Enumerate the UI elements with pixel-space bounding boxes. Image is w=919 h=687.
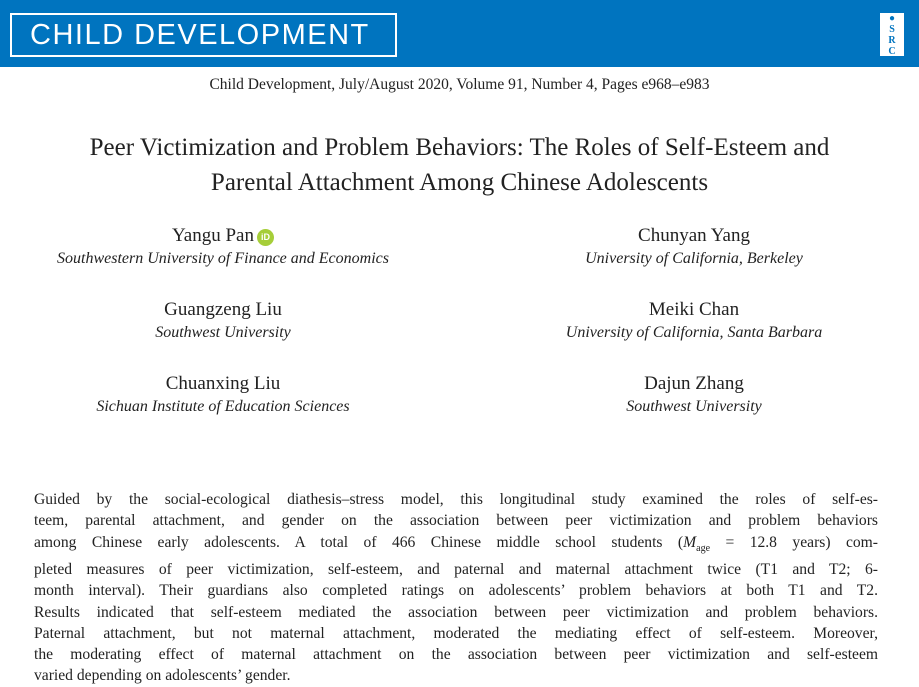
mean-subscript: age [696, 542, 711, 554]
author-name: Chuanxing Liu [165, 373, 281, 394]
author-name: Dajun Zhang [644, 373, 744, 394]
author-affiliation: Southwest University [626, 398, 762, 415]
author-name: Yangu Pan [171, 225, 254, 246]
author-affiliation: Sichuan Institute of Education Sciences [96, 398, 350, 415]
title-line-1: Peer Victimization and Problem Behaviors… [89, 134, 830, 161]
abstract-line: pleted measures of peer victimization, s… [34, 561, 878, 578]
abstract-line: among Chinese early adolescents. A total… [34, 532, 878, 559]
author-block: Guangzeng Liu Southwest University [0, 298, 453, 344]
abstract-text: = 12.8 years) com- [710, 533, 878, 551]
article-title: Peer Victimization and Problem Behaviors… [0, 130, 919, 200]
abstract: Guided by the social-ecological diathesi… [34, 489, 878, 687]
author-block: Dajun Zhang Southwest University [464, 372, 919, 418]
mean-symbol: M [683, 533, 697, 551]
journal-header-band: CHILD DEVELOPMENT ● S R C [0, 0, 919, 67]
citation-line: Child Development, July/August 2020, Vol… [209, 76, 710, 93]
author-block: Meiki Chan University of California, San… [464, 298, 919, 344]
journal-name: CHILD DEVELOPMENT [10, 13, 397, 57]
author-block: Yangu Pan iD Southwestern University of F… [0, 224, 453, 270]
abstract-line: teem, parental attachment, and gender on… [34, 512, 878, 530]
abstract-line: Guided by the social-ecological diathesi… [34, 491, 878, 508]
author-affiliation: Southwestern University of Finance and E… [57, 250, 389, 267]
abstract-line: varied depending on adolescents’ gender. [34, 667, 291, 685]
orcid-icon[interactable]: iD [257, 229, 274, 246]
author-name: Guangzeng Liu [164, 299, 282, 320]
author-affiliation: University of California, Berkeley [585, 250, 803, 267]
author-block: Chunyan Yang University of California, B… [464, 224, 919, 270]
srcd-logo-icon: ● S R C [880, 13, 904, 57]
abstract-line: Results indicated that self-esteem media… [34, 603, 878, 621]
author-affiliation: University of California, Santa Barbara [565, 324, 823, 341]
author-block: Chuanxing Liu Sichuan Institute of Educa… [0, 372, 453, 418]
title-line-2: Parental Attachment Among Chinese Adoles… [210, 169, 709, 196]
abstract-text: among Chinese early adolescents. A total… [34, 533, 684, 551]
author-name: Meiki Chan [648, 299, 740, 320]
abstract-line: the moderating effect of maternal attach… [34, 646, 878, 664]
author-name: Chunyan Yang [638, 225, 750, 246]
abstract-line: month interval). Their guardians also co… [34, 582, 878, 600]
author-affiliation: Southwest University [155, 324, 291, 341]
abstract-line: Paternal attachment, but not maternal at… [34, 624, 878, 642]
